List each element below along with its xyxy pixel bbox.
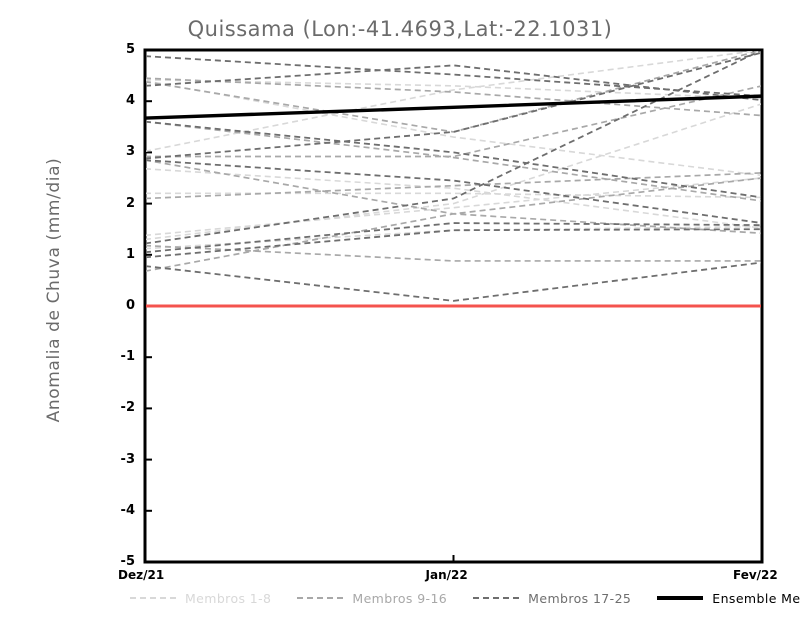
- series-line: [146, 85, 761, 158]
- legend-item[interactable]: Membros 9-16: [297, 591, 447, 606]
- series-line: [146, 261, 761, 302]
- chart-legend: Membros 1-8 Membros 9-16 Membros 17-25 Ense…: [130, 588, 800, 608]
- legend-swatch-icon: [657, 596, 704, 600]
- series-line: [146, 51, 761, 152]
- y-tick-label: -2: [120, 400, 135, 416]
- series-line: [146, 120, 761, 199]
- x-tick-label: Jan/22: [425, 568, 468, 582]
- y-tick-label: 4: [125, 93, 135, 109]
- legend-swatch-icon: [297, 597, 344, 599]
- legend-item[interactable]: Membros 1-8: [130, 591, 271, 606]
- series-line: [146, 55, 761, 97]
- series-line: [146, 244, 761, 262]
- legend-item[interactable]: Membros 17-25: [473, 591, 631, 606]
- series-line: [146, 77, 761, 117]
- series-line: [146, 64, 761, 101]
- series-line: [146, 78, 761, 100]
- series-line: [146, 228, 761, 259]
- legend-item[interactable]: Ensemble Mean: [657, 591, 800, 606]
- legend-label: Ensemble Mean: [712, 590, 800, 606]
- series-line: [146, 177, 761, 237]
- series-line: [146, 51, 761, 160]
- legend-swatch-icon: [473, 597, 520, 599]
- y-tick-label: 1: [125, 246, 135, 262]
- series-line: [146, 177, 761, 272]
- series-line: [146, 120, 761, 202]
- series-line: [146, 51, 761, 133]
- legend-label: Membros 17-25: [528, 590, 632, 606]
- y-tick-label: -4: [120, 502, 135, 518]
- series-line: [146, 159, 761, 224]
- y-tick-label: -5: [120, 554, 135, 569]
- x-tick-label: Fev/22: [733, 568, 778, 582]
- y-axis-label: Anomalia de Chuva (mm/dia): [44, 157, 64, 423]
- y-tick-label: 5: [125, 42, 135, 57]
- y-tick-label: -3: [120, 451, 135, 467]
- series-line: [146, 103, 761, 241]
- series-line: [146, 172, 761, 200]
- legend-label: Membros 9-16: [352, 590, 448, 606]
- y-tick-label: -1: [120, 349, 135, 365]
- series-line: [146, 222, 761, 254]
- series-line: [146, 168, 761, 229]
- y-tick-label: 2: [125, 195, 135, 211]
- series-group: [146, 51, 761, 308]
- legend-swatch-icon: [130, 597, 176, 599]
- x-tick-label: Dez/21: [118, 568, 165, 582]
- chart-title: Quissama (Lon:-41.4693,Lat:-22.1031): [187, 17, 613, 41]
- series-line: [146, 192, 761, 199]
- y-tick-label: 0: [125, 298, 135, 313]
- series-line: [146, 94, 761, 120]
- series-line: [146, 80, 761, 177]
- y-tick-label: 3: [125, 144, 135, 160]
- legend-label: Membros 1-8: [185, 590, 272, 606]
